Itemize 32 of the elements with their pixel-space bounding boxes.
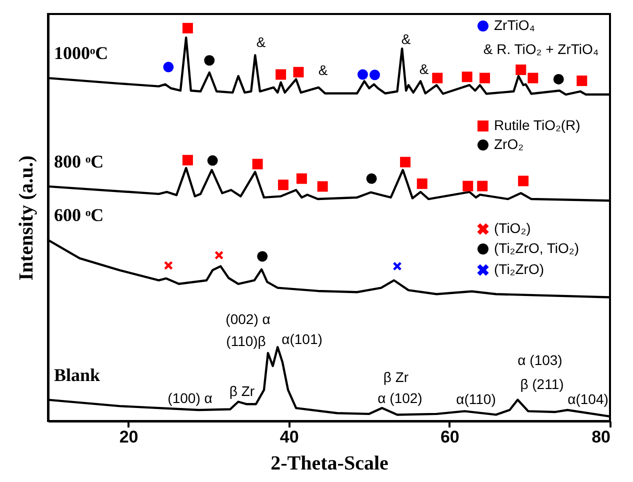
x-tick-label: 40 — [280, 428, 299, 446]
annotation: & — [419, 61, 430, 77]
series-label: Blank — [54, 364, 100, 385]
annotation: α (102) — [378, 390, 422, 406]
annotation: α(104) — [568, 391, 608, 407]
x-axis-title: 2-Theta-Scale — [270, 452, 388, 474]
y-axis-title: Intensity (a.u.) — [16, 155, 38, 281]
legend-label: ZrTiO₄ — [494, 17, 536, 33]
annotation: α(101) — [282, 331, 322, 347]
series-label: 600 ᵒC — [54, 204, 104, 225]
annotation: α (103) — [518, 352, 562, 368]
annotation: β (211) — [520, 376, 564, 392]
legend-label: Rutile TiO₂(R) — [494, 117, 580, 133]
x-tick-label: 80 — [592, 428, 610, 446]
legend-label: (TiO₂) — [494, 220, 531, 236]
legend-label: ZrO₂ — [494, 136, 524, 152]
annotation: & — [401, 31, 412, 47]
series-label: 1000ᵒC — [54, 43, 108, 64]
annotation: & R. TiO₂ + ZrTiO₄ — [483, 41, 599, 57]
annotation: α(110) — [456, 391, 496, 407]
legend-label: (Ti₂ZrO) — [494, 261, 544, 277]
annotation: (002) α — [226, 311, 270, 327]
annotation: & — [256, 34, 266, 50]
annotation: (110)β — [226, 333, 266, 349]
annotation: & — [318, 62, 328, 78]
series-label: 800 ᵒC — [54, 151, 104, 172]
annotation: (100) α — [168, 390, 212, 406]
x-tick-label: 20 — [119, 428, 138, 446]
annotation: β Zr — [383, 369, 409, 385]
x-tick-label: 60 — [440, 428, 460, 446]
legend-label: (Ti₂ZrO, TiO₂) — [494, 240, 579, 256]
annotation: β Zr — [229, 383, 255, 399]
